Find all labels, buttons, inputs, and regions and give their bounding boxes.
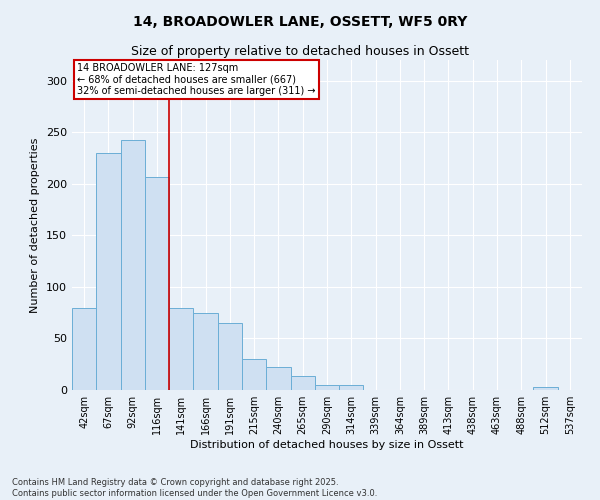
Bar <box>339 385 364 390</box>
Text: Contains HM Land Registry data © Crown copyright and database right 2025.
Contai: Contains HM Land Registry data © Crown c… <box>12 478 377 498</box>
Text: 14 BROADOWLER LANE: 127sqm
← 68% of detached houses are smaller (667)
32% of sem: 14 BROADOWLER LANE: 127sqm ← 68% of deta… <box>77 64 316 96</box>
Bar <box>533 387 558 390</box>
Text: Size of property relative to detached houses in Ossett: Size of property relative to detached ho… <box>131 45 469 58</box>
Bar <box>290 376 315 390</box>
Bar <box>266 368 290 390</box>
Bar <box>193 312 218 390</box>
Bar <box>145 176 169 390</box>
Bar <box>121 140 145 390</box>
Bar <box>315 385 339 390</box>
Y-axis label: Number of detached properties: Number of detached properties <box>31 138 40 312</box>
Text: 14, BROADOWLER LANE, OSSETT, WF5 0RY: 14, BROADOWLER LANE, OSSETT, WF5 0RY <box>133 15 467 29</box>
Bar <box>218 323 242 390</box>
X-axis label: Distribution of detached houses by size in Ossett: Distribution of detached houses by size … <box>190 440 464 450</box>
Bar <box>72 308 96 390</box>
Bar <box>242 359 266 390</box>
Bar <box>169 308 193 390</box>
Bar <box>96 153 121 390</box>
